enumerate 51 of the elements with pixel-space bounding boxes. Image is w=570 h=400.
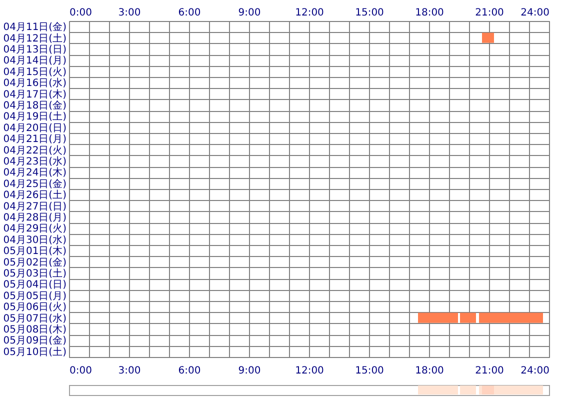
x2-tick-label: 21:00 [475,366,504,376]
x2-tick-label: 0:00 [70,366,92,376]
bar [460,386,476,394]
y-tick-label: 04月27日(日) [3,201,67,212]
y-tick-label: 05月09日(金) [3,334,67,347]
x-tick-label: 0:00 [70,8,92,18]
y-tick-label: 04月17日(木) [3,88,67,100]
x2-tick-label: 18:00 [415,366,444,376]
y-tick-label: 05月07日(水) [3,312,67,324]
y-tick-label: 04月29日(火) [3,222,67,235]
y-tick-label: 04月28日(月) [3,212,67,224]
y-tick-label: 05月08日(木) [3,324,67,336]
x2-tick-label: 6:00 [178,366,201,376]
y-tick-label: 04月20日(日) [3,122,67,134]
x2-tick-label: 12:00 [295,366,324,376]
y-tick-label: 04月11日(金) [3,21,67,34]
x-tick-label: 21:00 [475,8,504,18]
y-tick-label: 04月13日(日) [3,44,67,56]
y-tick-label: 04月21日(月) [3,134,67,146]
y-tick-label: 04月26日(土) [3,189,67,202]
x-tick-label: 6:00 [178,8,201,18]
y-tick-label: 05月01日(木) [3,245,67,258]
y-tick-label: 05月03日(土) [3,268,67,280]
y-tick-label: 05月10日(土) [3,346,67,358]
x-tick-label: 24:00 [520,8,550,18]
y-tick-label: 05月06日(火) [3,301,67,314]
y-tick-label: 05月05日(月) [3,290,67,302]
y-tick-label: 04月23日(水) [3,156,67,168]
x-tick-label: 12:00 [295,8,324,18]
y-tick-label: 05月02日(金) [3,256,67,268]
x2-tick-label: 9:00 [238,366,261,376]
y-tick-label: 04月24日(木) [3,166,67,179]
y-tick-label: 04月30日(水) [3,234,67,246]
x2-tick-label: 15:00 [355,366,384,376]
x-tick-label: 3:00 [118,8,141,18]
y-tick-label: 05月04日(日) [3,280,67,291]
x-tick-label: 18:00 [415,8,444,18]
y-tick-label: 04月18日(金) [3,100,67,112]
y-tick-label: 04月19日(土) [3,110,67,123]
y-tick-label: 04月15日(火) [3,66,67,78]
x2-tick-label: 24:00 [520,366,550,376]
y-tick-label: 04月16日(水) [3,77,67,90]
x-tick-label: 15:00 [355,8,384,18]
y-tick-label: 04月14日(月) [3,56,67,67]
x-tick-label: 9:00 [238,8,261,18]
bar [418,386,458,394]
y-tick-label: 04月12日(土) [3,32,67,44]
y-tick-label: 04月22日(火) [3,144,67,156]
y-tick-label: 04月25日(金) [3,178,67,190]
bar [482,386,494,394]
x2-tick-label: 3:00 [118,366,141,376]
